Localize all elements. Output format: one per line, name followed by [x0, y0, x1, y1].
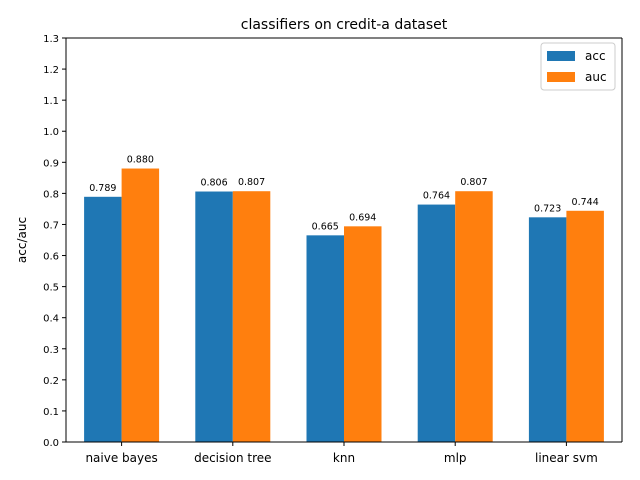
y-tick-label-12: 1.2 — [43, 65, 59, 76]
bar-acc-3 — [417, 204, 456, 442]
x-tick-label-2: knn — [333, 451, 355, 465]
y-tick-label-13: 1.3 — [43, 34, 59, 45]
y-tick-label-5: 0.5 — [43, 283, 59, 294]
data-label-acc-0: 0.789 — [89, 183, 116, 194]
data-label-acc-2: 0.665 — [312, 221, 339, 232]
bar-auc-0 — [121, 168, 160, 442]
y-tick-label-2: 0.2 — [43, 376, 59, 387]
data-label-auc-4: 0.744 — [572, 197, 599, 208]
x-tick-label-0: naive bayes — [85, 451, 157, 465]
data-label-auc-1: 0.807 — [238, 177, 265, 188]
data-label-acc-4: 0.723 — [534, 203, 561, 214]
x-tick-label-3: mlp — [444, 451, 467, 465]
legend: acc auc — [540, 42, 616, 91]
legend-swatch-auc — [547, 72, 575, 82]
legend-label-acc: acc — [585, 49, 606, 63]
y-tick-label-6: 0.6 — [43, 252, 59, 263]
chart-title: classifiers on credit-a dataset — [241, 17, 448, 33]
x-tick-label-4: linear svm — [535, 451, 598, 465]
legend-label-auc: auc — [585, 70, 607, 84]
bar-auc-1 — [232, 191, 271, 442]
y-tick-label-8: 0.8 — [43, 189, 59, 200]
bar-acc-1 — [195, 191, 233, 442]
y-tick-label-4: 0.4 — [43, 314, 59, 325]
x-tick-label-1: decision tree — [194, 451, 271, 465]
y-tick-label-1: 0.1 — [43, 407, 59, 418]
bar-auc-3 — [455, 191, 493, 442]
y-tick-label-9: 0.9 — [43, 158, 59, 169]
bar-acc-4 — [528, 217, 567, 442]
bar-acc-0 — [84, 196, 122, 442]
data-label-auc-0: 0.880 — [127, 155, 154, 166]
data-label-acc-1: 0.806 — [200, 178, 227, 189]
data-label-auc-2: 0.694 — [349, 212, 376, 223]
y-tick-label-10: 1.0 — [43, 127, 59, 138]
data-label-acc-3: 0.764 — [423, 191, 450, 202]
y-tick-label-11: 1.1 — [43, 96, 59, 107]
bar-auc-2 — [344, 226, 382, 442]
bar-auc-4 — [566, 210, 604, 442]
legend-swatch-acc — [547, 51, 575, 61]
data-label-auc-3: 0.807 — [460, 177, 487, 188]
y-tick-label-7: 0.7 — [43, 220, 59, 231]
y-tick-label-3: 0.3 — [43, 345, 59, 356]
y-tick-label-0: 0.0 — [43, 438, 59, 449]
y-axis-title: acc/auc — [15, 217, 29, 263]
bar-acc-2 — [306, 235, 344, 442]
plot-area: 0.789 0.806 0.665 0.764 0.723 0.880 0.807 0.694… — [43, 34, 623, 465]
